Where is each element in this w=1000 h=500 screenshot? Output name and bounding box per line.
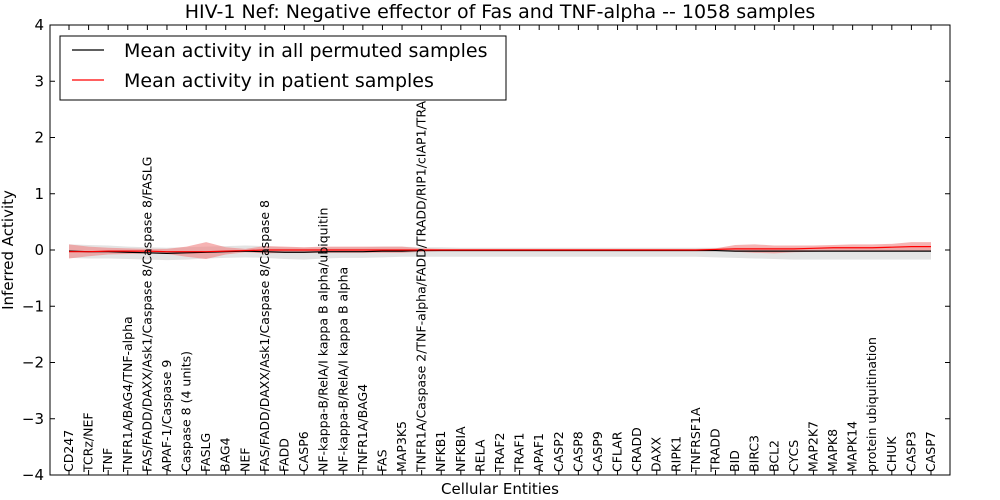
x-tick-label: FASLG	[198, 433, 213, 472]
x-tick-label: TNFRSF1A	[688, 407, 703, 473]
y-tick-label: 0	[34, 241, 44, 259]
x-tick-label: CASP9	[590, 431, 605, 472]
legend-label-permuted: Mean activity in all permuted samples	[124, 40, 487, 62]
y-tick-label: −4	[22, 466, 44, 484]
x-tick-label: CASP2	[551, 431, 566, 472]
y-tick-label: −2	[22, 354, 44, 372]
x-tick-label: TNFR1A/BAG4	[355, 384, 370, 473]
x-tick-label: BIRC3	[747, 435, 762, 472]
x-tick-label: TRAF1	[512, 432, 527, 473]
x-tick-label: MAP3K5	[394, 421, 409, 472]
x-tick-label: APAF-1/Caspase 9	[159, 360, 174, 472]
legend-label-patient: Mean activity in patient samples	[124, 70, 434, 92]
x-tick-label: CYCS	[786, 440, 801, 472]
chart-title: HIV-1 Nef: Negative effector of Fas and …	[185, 1, 816, 23]
x-tick-label: BAG4	[218, 437, 233, 472]
x-tick-label: BID	[727, 450, 742, 472]
x-tick-label: TRADD	[708, 428, 723, 473]
x-tick-label: protein ubiquitination	[864, 337, 879, 472]
x-tick-label: FAS	[374, 449, 389, 472]
x-tick-label: TRAF2	[492, 432, 507, 473]
x-tick-label: MAPK8	[825, 429, 840, 472]
x-tick-label: CRADD	[629, 427, 644, 472]
plot-area-frame	[49, 24, 951, 476]
x-tick-label: RIPK1	[668, 436, 683, 472]
y-tick-label: −1	[22, 297, 44, 315]
x-tick-label: FAS/FADD/DAXX/Ask1/Caspase 8/Caspase 8	[257, 200, 272, 472]
x-tick-label: TNFR1A/BAG4/TNF-alpha	[120, 316, 135, 473]
x-tick-label: MAPK14	[845, 421, 860, 472]
x-tick-label: TCRz/NEF	[81, 412, 96, 473]
x-axis-label: Cellular Entities	[441, 480, 559, 498]
y-tick-label: 4	[34, 16, 44, 34]
x-tick-label: RELA	[472, 439, 487, 472]
y-axis-ticks: −4 −3 −2 −1 0 1 2 3 4	[22, 16, 950, 484]
y-tick-label: −3	[22, 410, 44, 428]
x-tick-label: FAS/FADD/DAXX/Ask1/Caspase 8/Caspase 8/F…	[139, 157, 154, 472]
x-tick-label: BCL2	[766, 440, 781, 472]
x-tick-label: NF-kappa-B/RelA/I kappa B alpha/ubiquiti…	[316, 208, 331, 472]
x-tick-label: CASP6	[296, 431, 311, 472]
x-tick-label: CASP3	[903, 431, 918, 472]
x-tick-label: CASP7	[923, 431, 938, 472]
x-tick-label: NFKB1	[433, 431, 448, 472]
x-tick-label: NEF	[237, 448, 252, 472]
x-tick-label: CD247	[61, 430, 76, 472]
x-tick-label: NF-kappa-B/RelA/I kappa B alpha	[335, 267, 350, 472]
y-tick-label: 3	[34, 72, 44, 90]
x-tick-label: MAP2K7	[805, 421, 820, 472]
x-tick-label: TNF	[100, 448, 115, 473]
y-tick-label: 1	[34, 185, 44, 203]
x-tick-label: CASP8	[570, 431, 585, 472]
y-tick-label: 2	[34, 129, 44, 147]
x-axis-ticks: CD247 TCRz/NEF TNF TNFR1A/BAG4/TNF-alpha FAS…	[61, 25, 938, 475]
x-tick-label: CHUK	[884, 436, 899, 472]
legend-box	[59, 35, 507, 101]
x-tick-label: CFLAR	[610, 431, 625, 472]
x-tick-label: Caspase 8 (4 units)	[179, 351, 194, 472]
x-tick-label: DAXX	[649, 436, 664, 472]
y-axis-label: Inferred Activity	[0, 190, 17, 310]
x-tick-label: APAF1	[531, 433, 546, 472]
series-lines	[68, 246, 931, 254]
x-tick-label: TNFR1A/Caspase 2/TNF-alpha/FADD/TRADD/RI…	[414, 86, 429, 473]
x-tick-label: FADD	[277, 438, 292, 472]
x-tick-label: NFKBIA	[453, 426, 468, 472]
legend: Mean activity in all permuted samples Me…	[59, 35, 507, 101]
line-series-1	[69, 246, 931, 253]
